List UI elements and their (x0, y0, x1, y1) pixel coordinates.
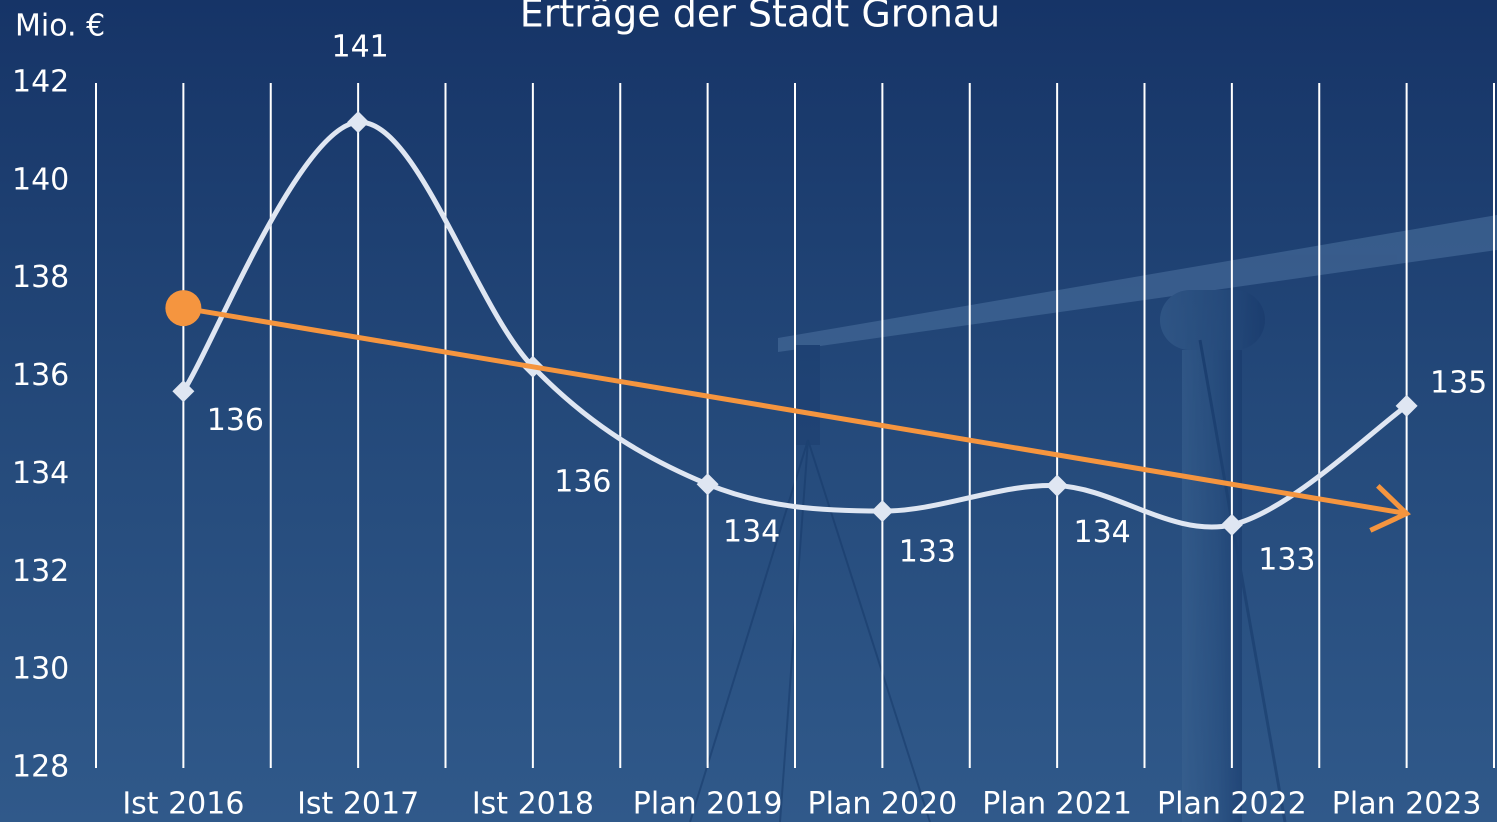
x-tick-label: Plan 2021 (982, 787, 1132, 822)
x-tick-label: Plan 2019 (633, 787, 783, 822)
value-label: 134 (723, 515, 780, 550)
x-tick-label: Plan 2023 (1332, 787, 1482, 822)
value-label: 141 (331, 30, 388, 65)
value-label: 134 (1073, 515, 1130, 550)
x-tick-label: Plan 2020 (808, 787, 958, 822)
page: {"chart_data": {"type": "line", "title":… (0, 0, 1497, 822)
chart-title: Erträge der Stadt Gronau (520, 0, 1001, 36)
y-tick-label: 128 (12, 750, 69, 785)
y-tick-label: 142 (12, 65, 69, 100)
x-tick-label: Ist 2018 (472, 787, 594, 822)
y-tick-label: 132 (12, 554, 69, 589)
x-tick-label: Ist 2017 (297, 787, 419, 822)
y-axis-label: Mio. € (15, 9, 105, 44)
y-tick-label: 130 (12, 652, 69, 687)
y-tick-label: 140 (12, 162, 69, 197)
x-tick-label: Ist 2016 (122, 787, 244, 822)
x-tick-label: Plan 2022 (1157, 787, 1307, 822)
trend-start (165, 290, 201, 326)
value-label: 133 (1258, 542, 1315, 577)
y-tick-label: 134 (12, 456, 69, 491)
chart: Mio. € Erträge der Stadt Gronau 128 130 13… (0, 0, 1497, 822)
y-tick-label: 138 (12, 260, 69, 295)
value-label: 135 (1430, 365, 1487, 400)
value-label: 133 (899, 535, 956, 570)
value-label: 136 (554, 464, 611, 499)
y-tick-label: 136 (12, 358, 69, 393)
value-label: 136 (207, 403, 264, 438)
